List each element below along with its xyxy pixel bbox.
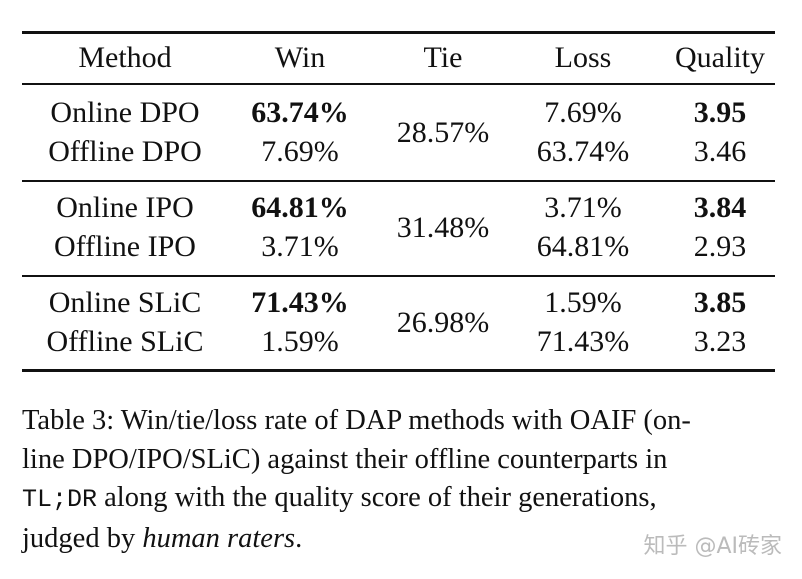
win-cell: 64.81% <box>251 191 349 224</box>
win-cell: 3.71% <box>261 230 339 263</box>
tie-cell: 28.57% <box>396 115 490 149</box>
header-win: Win <box>274 41 326 74</box>
loss-cell: 64.81% <box>536 230 630 263</box>
caption-line: along with the quality score of their ge… <box>97 482 657 513</box>
tie-cell: 26.98% <box>396 305 490 339</box>
quality-cell: 3.85 <box>693 286 747 319</box>
header-method: Method <box>78 41 172 74</box>
header-quality: Quality <box>675 41 765 74</box>
caption-italic: human raters <box>142 522 296 554</box>
group-rule <box>22 275 775 277</box>
tie-cell: 31.48% <box>396 210 490 244</box>
win-cell: 1.59% <box>261 325 339 358</box>
method-cell: Online IPO <box>56 191 194 224</box>
bottom-rule <box>22 369 775 372</box>
quality-cell: 3.46 <box>693 135 747 168</box>
method-cell: Offline SLiC <box>46 325 204 358</box>
top-rule <box>22 31 775 34</box>
caption-line: judged by <box>22 522 143 554</box>
loss-cell: 71.43% <box>536 325 630 358</box>
method-cell: Offline DPO <box>48 135 202 168</box>
loss-cell: 1.59% <box>544 286 622 319</box>
table-caption: Table 3: Win/tie/loss rate of DAP method… <box>22 402 782 558</box>
loss-cell: 3.71% <box>544 191 622 224</box>
caption-line: . <box>295 522 303 554</box>
header-tie: Tie <box>423 41 463 74</box>
caption-line: Table 3: Win/tie/loss rate of DAP method… <box>22 405 691 436</box>
caption-code: TL;DR <box>22 485 98 514</box>
header-rule <box>22 83 775 85</box>
loss-cell: 7.69% <box>544 96 622 129</box>
quality-cell: 3.23 <box>693 325 747 358</box>
quality-cell: 3.95 <box>693 96 747 129</box>
watermark: 知乎 @AI砖家 <box>643 534 782 559</box>
win-cell: 7.69% <box>261 135 339 168</box>
quality-cell: 3.84 <box>693 191 747 224</box>
win-cell: 71.43% <box>251 286 349 319</box>
loss-cell: 63.74% <box>536 135 630 168</box>
win-cell: 63.74% <box>251 96 349 129</box>
quality-cell: 2.93 <box>693 230 747 263</box>
method-cell: Offline IPO <box>54 230 196 263</box>
header-loss: Loss <box>554 41 612 74</box>
group-rule <box>22 180 775 182</box>
method-cell: Online SLiC <box>48 286 202 319</box>
method-cell: Online DPO <box>50 96 200 129</box>
caption-line: line DPO/IPO/SLiC) against their offline… <box>22 443 668 475</box>
